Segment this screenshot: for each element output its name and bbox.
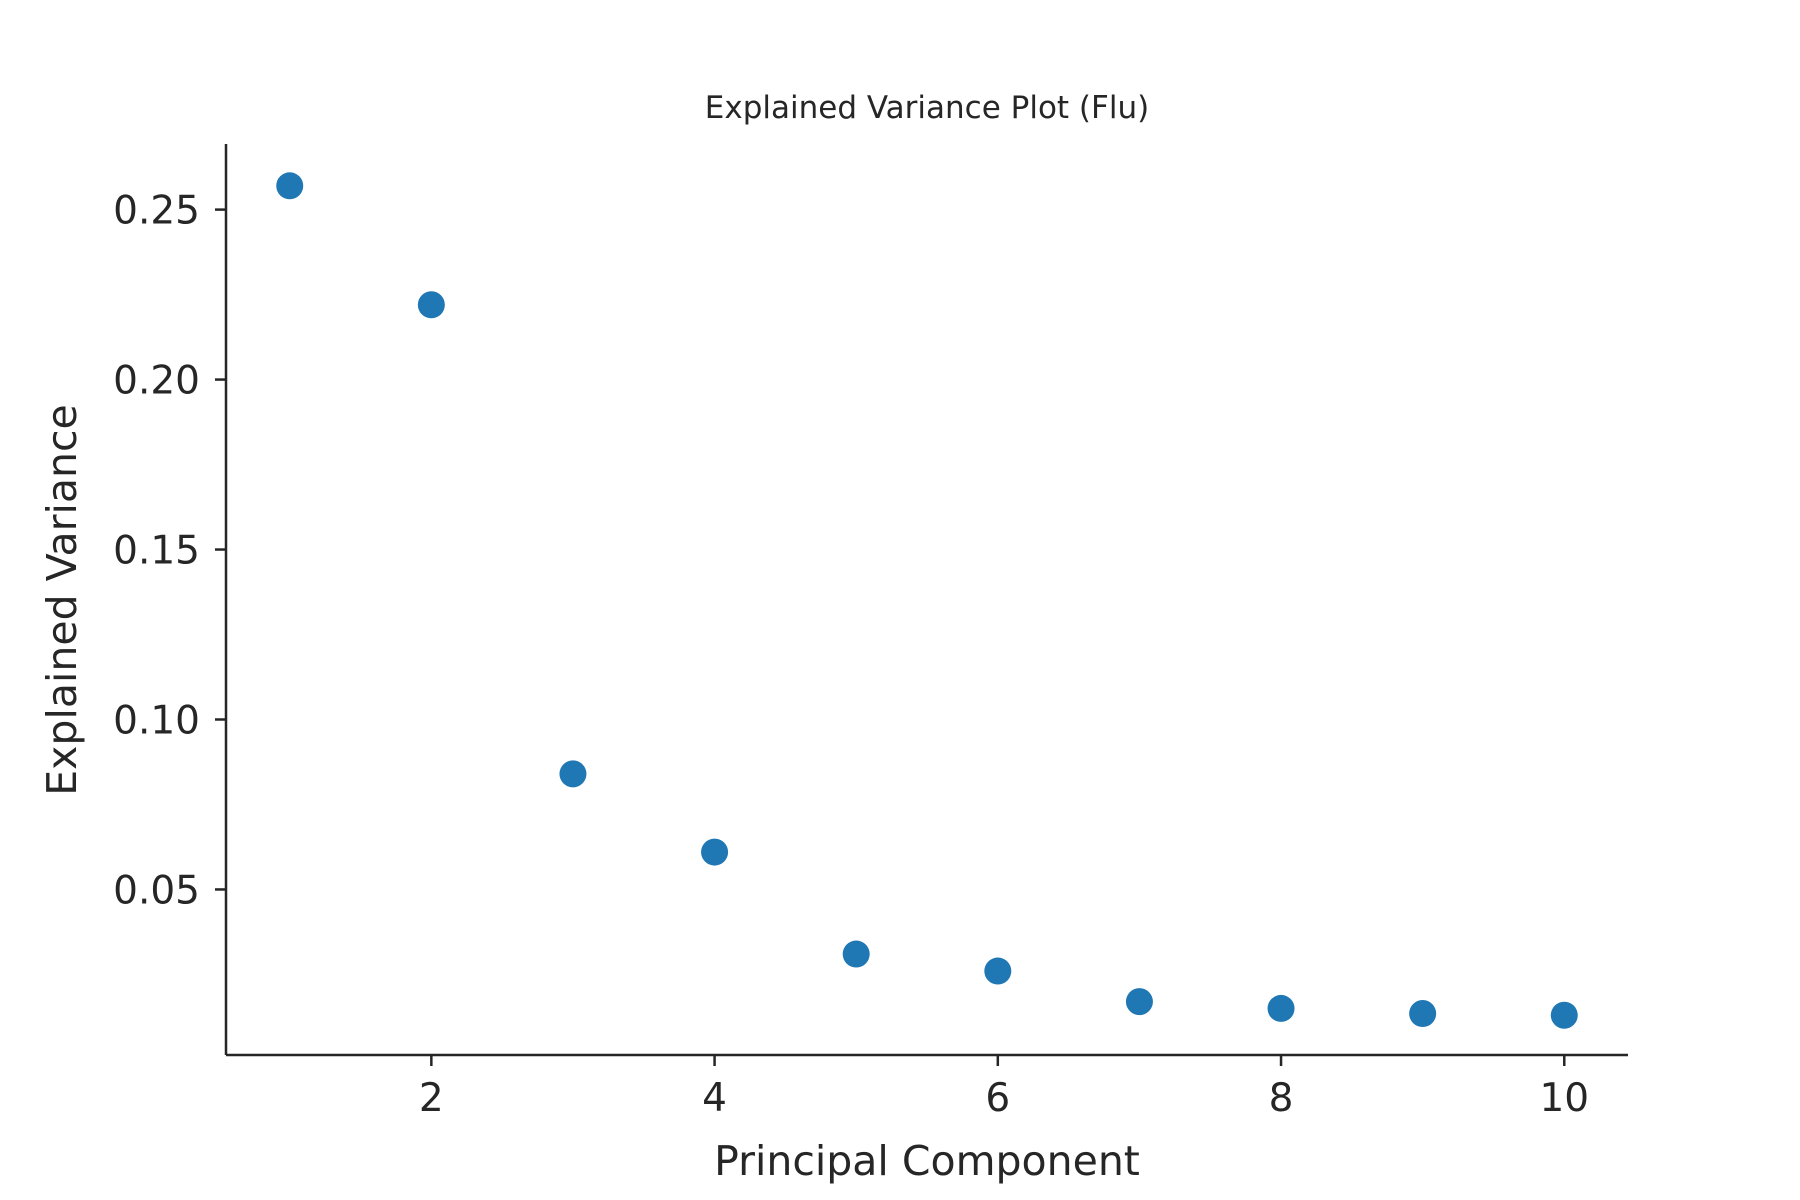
x-tick-label: 4: [702, 1076, 727, 1121]
data-point: [559, 760, 587, 788]
data-point: [701, 838, 729, 866]
x-tick-label: 10: [1539, 1076, 1589, 1121]
x-axis-label: Principal Component: [714, 1137, 1140, 1185]
y-tick-label: 0.10: [113, 698, 200, 743]
data-point: [1409, 1000, 1437, 1028]
data-points: [276, 172, 1578, 1029]
x-tick-label: 8: [1269, 1076, 1294, 1121]
data-point: [1125, 988, 1153, 1016]
data-point: [276, 172, 304, 200]
data-point: [417, 291, 445, 319]
chart-title: Explained Variance Plot (Flu): [705, 90, 1149, 126]
plot-area: 2 4 6 8 10 0.05 0.10 0.15 0.20 0.25: [113, 144, 1628, 1121]
y-tick-label: 0.15: [113, 529, 200, 574]
y-ticks: 0.05 0.10 0.15 0.20 0.25: [113, 189, 226, 913]
data-point: [1267, 994, 1295, 1022]
y-tick-label: 0.05: [113, 868, 200, 913]
data-point: [1550, 1001, 1578, 1029]
x-ticks: 2 4 6 8 10: [419, 1055, 1589, 1121]
x-tick-label: 6: [985, 1076, 1010, 1121]
y-axis-label: Explained Variance: [38, 404, 86, 795]
y-tick-label: 0.25: [113, 189, 200, 234]
data-point: [842, 940, 870, 968]
data-point: [984, 957, 1012, 985]
y-tick-label: 0.20: [113, 359, 200, 404]
x-tick-label: 2: [419, 1076, 444, 1121]
